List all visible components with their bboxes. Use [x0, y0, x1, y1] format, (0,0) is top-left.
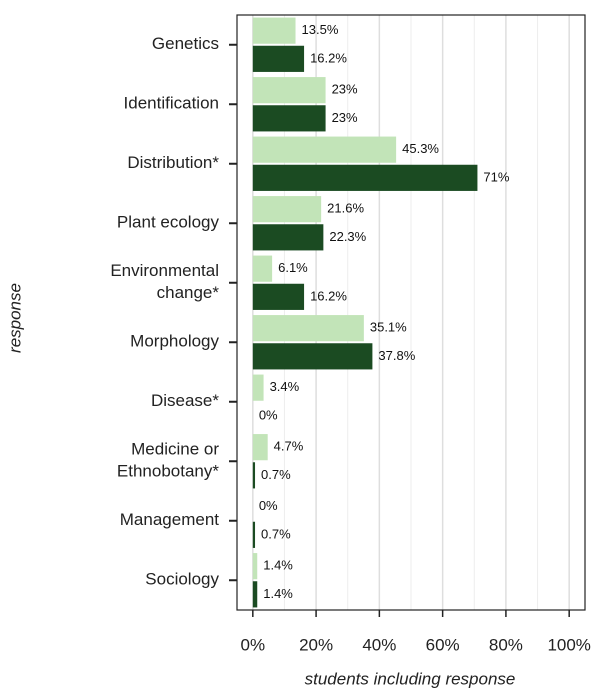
y-tick-label: Disease*: [151, 391, 219, 410]
bar: [252, 434, 268, 461]
x-tick-label: 100%: [547, 635, 590, 654]
x-tick-label: 80%: [489, 635, 523, 654]
y-axis-label: response: [5, 283, 24, 353]
value-label: 3.4%: [270, 379, 300, 394]
y-tick-label: Morphology: [130, 332, 219, 351]
x-axis-label: students including response: [305, 669, 516, 688]
value-label: 35.1%: [370, 320, 407, 335]
value-label: 0.7%: [261, 467, 291, 482]
bar: [252, 77, 326, 104]
plot-border: [236, 14, 586, 611]
x-tick-label: 40%: [362, 635, 396, 654]
bar: [252, 315, 364, 342]
y-tick-label: Management: [120, 510, 220, 529]
y-tick-label: Identification: [124, 94, 219, 113]
bar: [252, 374, 264, 401]
value-label: 71%: [483, 169, 509, 184]
value-label: 4.7%: [274, 439, 304, 454]
y-tick-label: Sociology: [145, 570, 219, 589]
value-label: 0.7%: [261, 526, 291, 541]
value-label: 23%: [332, 110, 358, 125]
x-tick-label: 20%: [299, 635, 333, 654]
bar: [252, 462, 256, 489]
value-label: 13.5%: [302, 22, 339, 37]
bar: [252, 136, 397, 163]
bar: [252, 17, 296, 44]
value-label: 21.6%: [327, 201, 364, 216]
value-label: 1.4%: [263, 558, 293, 573]
value-label: 6.1%: [278, 260, 308, 275]
value-label: 16.2%: [310, 288, 347, 303]
value-label: 22.3%: [329, 229, 366, 244]
y-tick-label: Distribution*: [127, 153, 219, 172]
bar: [252, 164, 478, 191]
bar: [252, 283, 305, 310]
x-tick-label: 0%: [241, 635, 266, 654]
y-tick-label: Genetics: [152, 34, 219, 53]
value-label: 37.8%: [378, 348, 415, 363]
bar: [252, 343, 373, 370]
bar: [252, 45, 305, 72]
bar: [252, 521, 256, 548]
bar: [252, 196, 322, 223]
bar: [252, 581, 258, 608]
value-label: 16.2%: [310, 50, 347, 65]
value-label: 45.3%: [402, 141, 439, 156]
value-label: 1.4%: [263, 586, 293, 601]
bar: [252, 224, 324, 251]
x-tick-label: 60%: [426, 635, 460, 654]
value-label: 23%: [332, 82, 358, 97]
bar: [252, 105, 326, 132]
y-tick-label: Environmental change*: [110, 261, 219, 302]
value-label: 0%: [259, 498, 278, 513]
value-label: 0%: [259, 407, 278, 422]
bar: [252, 255, 273, 282]
y-tick-label: Plant ecology: [117, 213, 220, 232]
y-tick-label: Medicine or Ethnobotany*: [117, 440, 219, 481]
bar: [252, 553, 258, 580]
